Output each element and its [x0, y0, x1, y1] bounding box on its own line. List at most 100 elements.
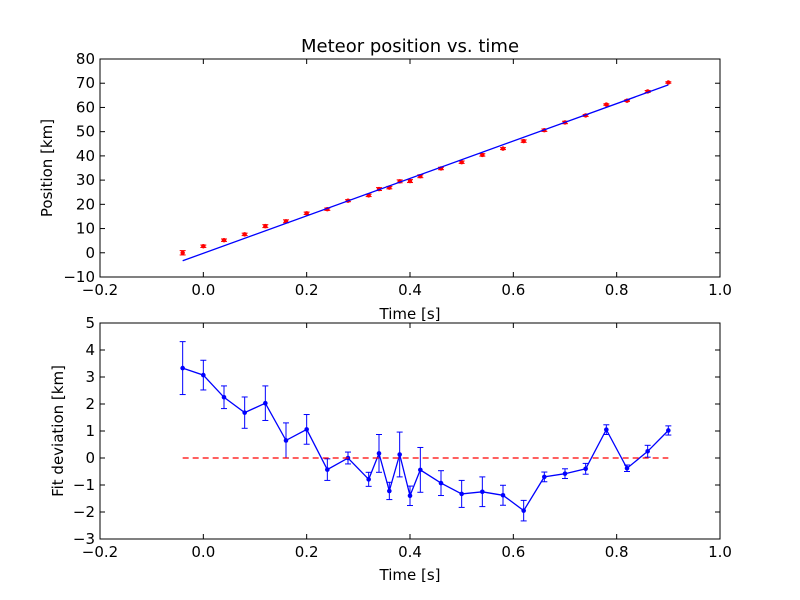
deviation-chart-x-tick-label: 0.0 — [191, 543, 215, 561]
deviation-chart-ylabel: Fit deviation [km] — [49, 365, 67, 497]
position-chart-point-marker — [459, 159, 464, 165]
deviation-chart-point-marker — [500, 492, 506, 498]
deviation-chart-y-tick-label: 0 — [85, 449, 95, 467]
deviation-chart-data-point — [541, 471, 548, 483]
position-chart-x-ticks: −0.2 0.0 0.2 0.4 0.6 0.8 1.0 — [82, 59, 732, 299]
position-chart-data-point — [479, 152, 486, 158]
deviation-chart-point-marker — [624, 465, 630, 471]
deviation-chart-point-marker — [666, 428, 671, 433]
deviation-chart-data-point — [386, 481, 393, 501]
deviation-chart-data-point — [376, 434, 382, 473]
deviation-chart-data-point — [303, 414, 310, 445]
position-chart-data-point — [221, 237, 227, 243]
position-chart-point-marker — [221, 237, 227, 243]
position-chart-x-tick-label: 0.4 — [398, 281, 422, 299]
position-chart-data-point — [179, 250, 186, 256]
position-chart-x-tick-label: 0.2 — [295, 281, 319, 299]
deviation-chart-data-point — [396, 431, 403, 478]
position-chart-y-tick-label: 70 — [76, 74, 95, 92]
deviation-chart-data-point — [603, 424, 610, 436]
position-chart-point-marker — [180, 250, 185, 255]
position-chart-y-ticks: −10 0 10 20 30 40 50 60 70 80 — [63, 50, 720, 286]
deviation-chart-point-marker — [521, 508, 526, 513]
position-chart-frame — [99, 58, 721, 278]
position-chart-y-tick-label: 30 — [76, 171, 95, 189]
deviation-chart-point-marker — [397, 452, 402, 457]
position-chart-data-point — [603, 102, 610, 107]
deviation-chart-data-point — [665, 425, 672, 436]
position-chart-point-marker — [604, 102, 609, 107]
deviation-chart-point-marker — [604, 427, 609, 432]
deviation-chart-y-tick-label: −3 — [73, 530, 95, 548]
deviation-chart-data-point — [365, 471, 372, 487]
position-chart-data-point — [500, 146, 506, 151]
position-chart-xlabel: Time [s] — [379, 305, 441, 323]
deviation-chart-point-marker — [376, 451, 382, 456]
position-chart-y-tick-label: 20 — [76, 195, 95, 213]
deviation-chart-data-point — [283, 422, 289, 459]
position-chart-data-point — [241, 232, 248, 237]
deviation-chart-point-marker — [201, 372, 206, 378]
deviation-chart-data-point — [438, 470, 444, 497]
position-chart-data-point — [200, 244, 207, 249]
deviation-chart-y-tick-label: 1 — [85, 422, 95, 440]
deviation-chart-plot-area — [179, 341, 672, 522]
deviation-chart-data-point — [262, 385, 269, 421]
deviation-chart-frame — [99, 322, 721, 540]
position-chart-point-marker — [666, 80, 671, 85]
deviation-chart-data-point — [479, 476, 486, 508]
position-chart-y-tick-label: −10 — [63, 268, 95, 286]
position-chart-point-marker — [242, 232, 247, 237]
position-chart-x-tick-label: 0.8 — [605, 281, 629, 299]
deviation-chart-y-tick-label: 3 — [85, 368, 95, 386]
deviation-chart-data-point — [417, 446, 424, 493]
deviation-chart-point-marker — [180, 365, 185, 371]
deviation-chart-x-tick-label: 0.6 — [501, 543, 525, 561]
deviation-chart-y-tick-label: 5 — [85, 314, 95, 332]
position-chart-point-marker — [480, 152, 485, 158]
deviation-chart-x-tick-label: −0.2 — [82, 543, 118, 561]
position-chart-x-tick-label: −0.2 — [82, 281, 118, 299]
deviation-chart-y-tick-label: 4 — [85, 341, 95, 359]
deviation-chart-x-tick-label: 0.2 — [295, 543, 319, 561]
position-chart-title: Meteor position vs. time — [301, 36, 519, 57]
position-chart-y-tick-label: 0 — [85, 244, 95, 262]
position-chart-x-tick-label: 0.6 — [501, 281, 525, 299]
deviation-chart-point-marker — [407, 493, 413, 499]
deviation-chart-data-point — [520, 499, 527, 522]
deviation-chart-data-point — [221, 385, 227, 410]
position-chart-data-point — [458, 159, 465, 165]
deviation-chart-data-point — [200, 359, 207, 391]
deviation-chart-point-marker — [387, 488, 392, 494]
position-chart-data-point — [262, 223, 269, 229]
position-chart-point-marker — [201, 244, 206, 249]
position-chart: Meteor position vs. time Time [s] Positi… — [38, 36, 732, 323]
deviation-chart-point-marker — [438, 480, 444, 486]
deviation-chart-data-point — [241, 396, 248, 429]
deviation-chart-point-marker — [418, 467, 423, 473]
deviation-chart-data-point — [562, 468, 568, 480]
position-chart-y-tick-label: 50 — [76, 123, 95, 141]
deviation-chart-point-marker — [325, 467, 330, 472]
position-chart-ylabel: Position [km] — [38, 119, 56, 217]
position-chart-y-tick-label: 60 — [76, 98, 95, 116]
deviation-chart-data-point — [500, 484, 506, 506]
deviation-chart-data-point — [624, 464, 630, 472]
deviation-chart-y-tick-label: −1 — [73, 476, 95, 494]
position-chart-data-point — [665, 80, 672, 85]
deviation-chart-point-marker — [304, 427, 309, 432]
position-chart-point-marker — [304, 211, 309, 216]
position-chart-point-marker — [407, 178, 413, 184]
deviation-chart-point-marker — [263, 400, 268, 406]
deviation-chart-point-marker — [562, 471, 568, 476]
deviation-chart-x-tick-label: 0.4 — [398, 543, 422, 561]
position-chart-y-tick-label: 40 — [76, 147, 95, 165]
deviation-chart-data-point — [582, 462, 589, 475]
deviation-chart-point-marker — [459, 491, 464, 497]
deviation-chart-point-marker — [221, 394, 227, 400]
deviation-chart-data-point — [644, 444, 651, 458]
deviation-chart-data-point — [179, 341, 186, 396]
position-chart-x-tick-label: 0.0 — [191, 281, 215, 299]
